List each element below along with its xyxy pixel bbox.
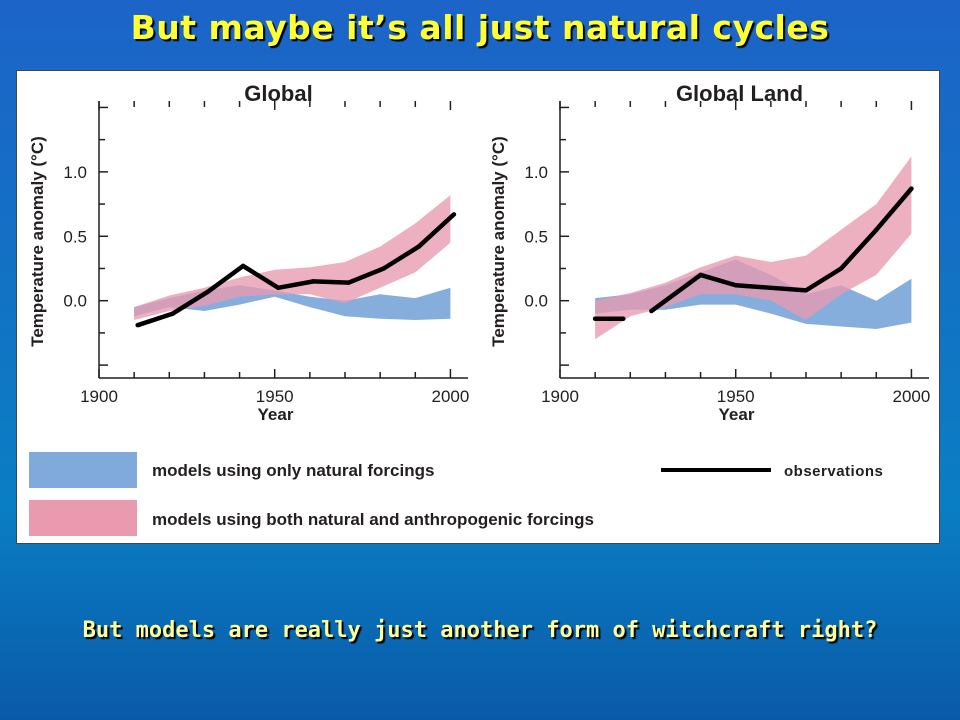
chart-global-land: 0.0 0.5 1.0 1900 1950 2000 Global Land Year Temp… xyxy=(489,81,930,424)
y-tick-label: 0.0 xyxy=(63,292,87,311)
y-axis-label: Temperature anomaly (°C) xyxy=(28,136,47,347)
x-axis-label: Year xyxy=(258,405,294,424)
y-axis-label: Temperature anomaly (°C) xyxy=(489,136,508,347)
observations-line-segment xyxy=(416,212,457,249)
chart-title: Global xyxy=(244,81,312,106)
y-tick-label: 1.0 xyxy=(524,163,548,182)
y-tick-label: 1.0 xyxy=(63,163,87,182)
observations-line-segment xyxy=(170,289,211,316)
x-tick-label: 1900 xyxy=(541,387,579,406)
legend-both-swatch xyxy=(29,500,137,536)
chart-title: Global Land xyxy=(676,81,803,106)
x-axis-label: Year xyxy=(719,405,755,424)
observations-line-segment xyxy=(275,279,316,291)
x-tick-label: 1900 xyxy=(80,387,118,406)
y-tick-label: 0.5 xyxy=(63,227,87,246)
observations-line-segment xyxy=(838,227,879,271)
x-tick-label: 1950 xyxy=(717,387,755,406)
chart-global: 0.0 0.5 1.0 1900 1950 2000 Global Year Temperatu… xyxy=(28,81,469,424)
figure-panel: 0.0 0.5 1.0 1900 1950 2000 Global Year Temperatu… xyxy=(16,70,940,544)
observations-line-segment xyxy=(698,272,738,288)
y-tick-label: 0.5 xyxy=(524,227,548,246)
slide-title: But maybe it’s all just natural cycles xyxy=(130,8,830,47)
y-tick-label: 0.0 xyxy=(524,292,548,311)
legend-observations-label: observations xyxy=(784,463,883,480)
legend-both-label: models using both natural and anthropoge… xyxy=(152,510,594,529)
legend: models using only natural forcings model… xyxy=(29,452,883,536)
x-tick-label: 2000 xyxy=(893,387,931,406)
observations-line-segment xyxy=(311,279,351,285)
x-tick-label: 2000 xyxy=(432,387,470,406)
x-tick-label: 1950 xyxy=(256,387,294,406)
slide-footer: But models are really just another form … xyxy=(82,618,878,643)
observations-line-segment xyxy=(874,186,914,233)
observations-line-segment xyxy=(768,285,809,293)
figure-svg: 0.0 0.5 1.0 1900 1950 2000 Global Year Temperatu… xyxy=(28,81,930,536)
legend-natural-swatch xyxy=(29,452,137,488)
observations-line-segment xyxy=(803,266,844,293)
observations-line-segment xyxy=(135,311,176,328)
legend-natural-label: models using only natural forcings xyxy=(152,461,434,480)
observations-line-segment xyxy=(205,263,246,294)
observations-line-segment xyxy=(649,272,703,314)
observations-line-segment xyxy=(381,244,422,271)
observations-line-segment xyxy=(240,263,281,291)
observations-line-segment xyxy=(733,282,774,291)
observations-line-segment xyxy=(346,266,386,285)
